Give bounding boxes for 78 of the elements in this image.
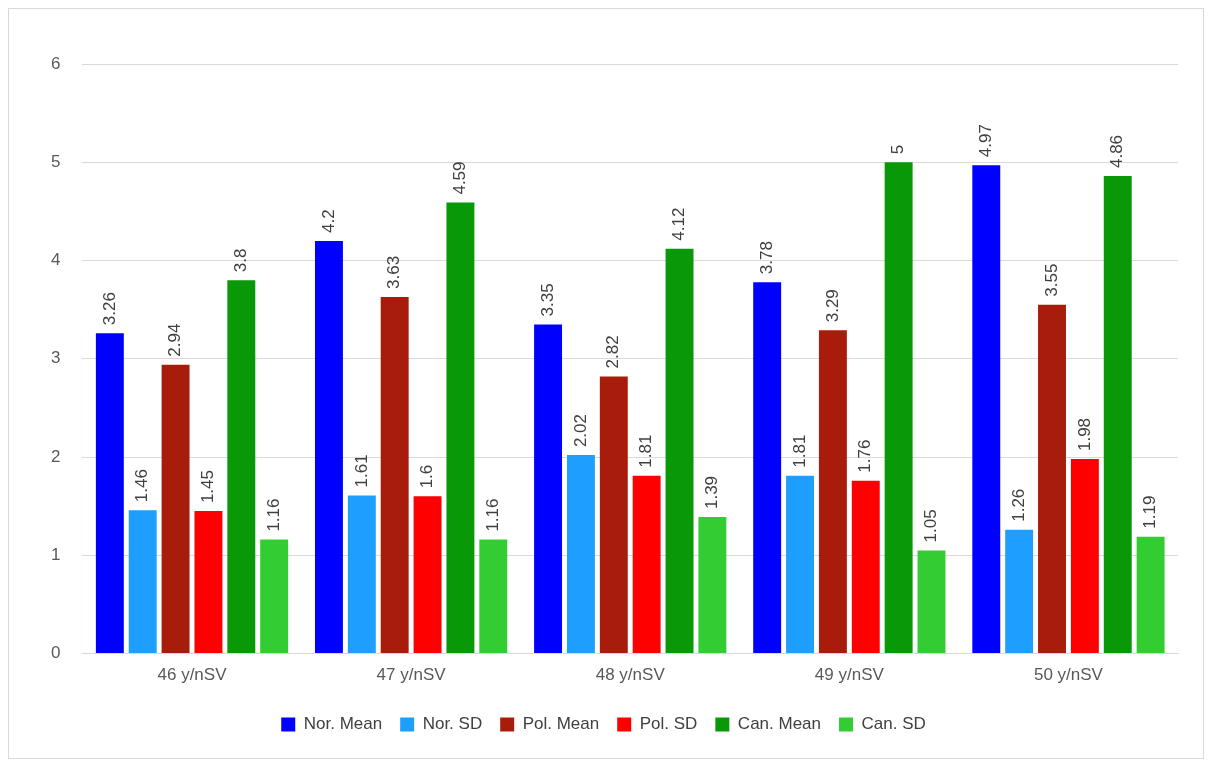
legend-label: Pol. Mean — [522, 714, 600, 734]
data-label: 1.39 — [702, 475, 722, 510]
data-label: 2.94 — [165, 323, 185, 357]
bar — [347, 495, 376, 654]
bar — [1038, 304, 1066, 654]
data-label: 5 — [888, 144, 908, 155]
data-label: 4.86 — [1107, 134, 1127, 169]
y-tick-label: 6 — [50, 53, 61, 73]
data-label: 3.55 — [1041, 263, 1061, 297]
bar — [753, 282, 782, 654]
data-label: 1.76 — [855, 439, 875, 473]
data-label: 3.26 — [99, 292, 119, 326]
data-label: 1.26 — [1008, 488, 1028, 522]
data-label: 1.45 — [198, 470, 218, 504]
bar — [534, 324, 563, 654]
x-tick-label: 48 y/nSV — [595, 665, 666, 685]
data-label: 3.35 — [537, 283, 557, 317]
legend-label: Pol. SD — [639, 714, 698, 734]
bar — [314, 240, 343, 654]
data-label: 4.12 — [669, 207, 689, 241]
bar — [413, 496, 442, 654]
data-label: 1.81 — [636, 434, 656, 468]
bar — [161, 364, 190, 654]
data-label: 3.29 — [822, 289, 842, 323]
bar — [665, 248, 694, 654]
bar — [884, 162, 913, 654]
bar — [698, 517, 727, 654]
data-label: 4.59 — [450, 161, 470, 195]
data-label: 1.16 — [482, 498, 502, 532]
bar — [1136, 536, 1165, 654]
data-label: 1.98 — [1074, 417, 1094, 452]
data-label: 1.16 — [263, 498, 283, 532]
legend-label: Nor. SD — [422, 714, 483, 734]
legend-label: Nor. Mean — [303, 714, 383, 734]
data-label: 1.19 — [1140, 495, 1160, 529]
y-tick-label: 5 — [50, 151, 61, 171]
y-tick-label: 3 — [50, 348, 61, 368]
bar — [1005, 529, 1034, 654]
bar — [851, 480, 880, 654]
data-label: 3.8 — [231, 248, 250, 273]
bar — [128, 510, 157, 654]
data-label: 4.97 — [975, 124, 995, 158]
y-tick-label: 2 — [50, 446, 61, 466]
bar — [599, 376, 628, 654]
data-label: 3.63 — [384, 255, 404, 289]
bar — [260, 539, 289, 654]
bar — [380, 296, 409, 654]
data-label: 1.05 — [921, 509, 941, 543]
bar — [972, 165, 1001, 654]
bar — [566, 455, 595, 654]
bar — [818, 330, 847, 654]
bar — [194, 511, 223, 654]
legend-label: Can. Mean — [737, 714, 822, 734]
data-label: 3.78 — [756, 241, 776, 275]
bar — [632, 475, 661, 654]
bar — [446, 202, 475, 654]
x-tick-label: 47 y/nSV — [376, 665, 447, 685]
bar — [227, 280, 256, 654]
bar — [95, 333, 124, 654]
bar — [479, 539, 508, 654]
data-label: 1.46 — [132, 469, 152, 503]
data-label: 2.02 — [570, 414, 590, 448]
data-label: 1.6 — [417, 464, 437, 489]
x-tick-label: 46 y/nSV — [157, 665, 228, 685]
bar — [917, 550, 946, 654]
bar — [1070, 459, 1099, 654]
data-label: 4.2 — [318, 209, 338, 233]
y-tick-label: 0 — [50, 643, 61, 663]
x-tick-label: 50 y/nSV — [1033, 665, 1104, 685]
x-tick-label: 49 y/nSV — [814, 665, 885, 685]
y-tick-label: 1 — [50, 545, 61, 565]
data-label: 1.81 — [789, 434, 809, 468]
legend-label: Can. SD — [861, 714, 926, 734]
y-tick-label: 4 — [50, 250, 61, 270]
data-label: 1.61 — [351, 454, 371, 488]
bar — [786, 475, 815, 654]
data-label: 2.82 — [603, 335, 623, 369]
bar — [1103, 176, 1132, 654]
